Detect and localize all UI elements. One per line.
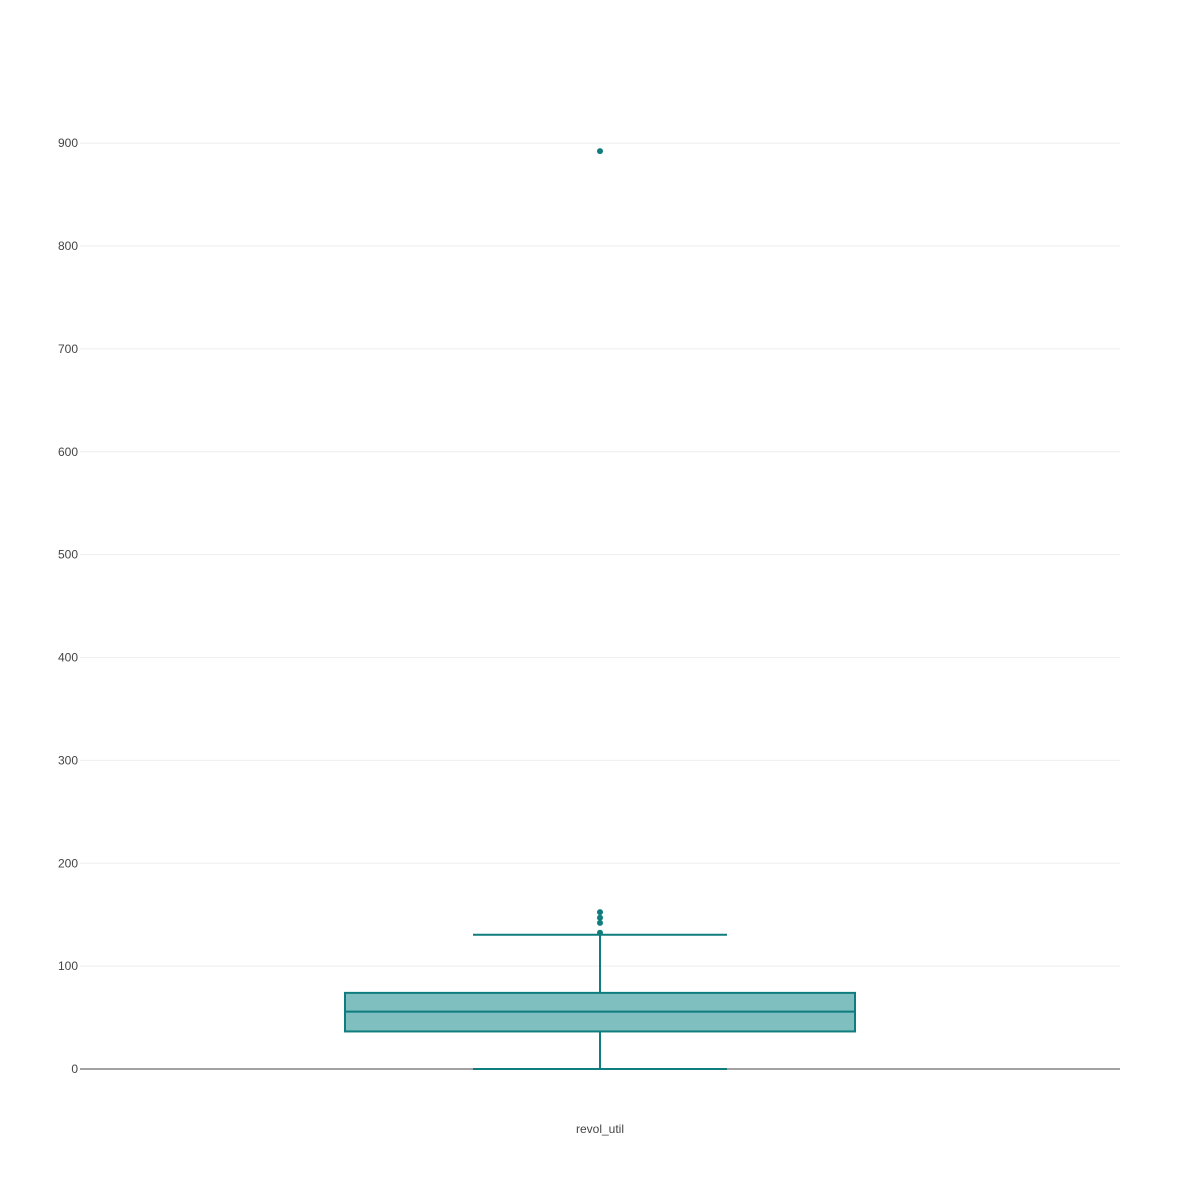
y-tick-label: 200 [58,856,78,870]
box-trace [344,148,856,1070]
outlier-point [597,914,603,921]
y-tick-label: 800 [58,239,78,253]
outlier-point [597,909,603,916]
y-tick-label: 500 [58,548,78,562]
y-tick-label: 100 [58,959,78,973]
y-tick-label: 900 [58,136,78,150]
grid-lines [80,142,1120,1070]
y-tick-label: 600 [58,445,78,459]
y-tick-label: 300 [58,753,78,767]
y-axis: 0 100 200 300 400 500 600 700 800 900 [58,136,78,1076]
outlier-point [597,919,603,926]
x-axis: revol_util [576,1122,624,1136]
y-tick-label: 0 [71,1062,78,1076]
outlier-point [597,148,603,155]
outlier-point [597,929,603,936]
y-tick-label: 400 [58,651,78,665]
y-tick-label: 700 [58,342,78,356]
x-category-label: revol_util [576,1122,624,1136]
